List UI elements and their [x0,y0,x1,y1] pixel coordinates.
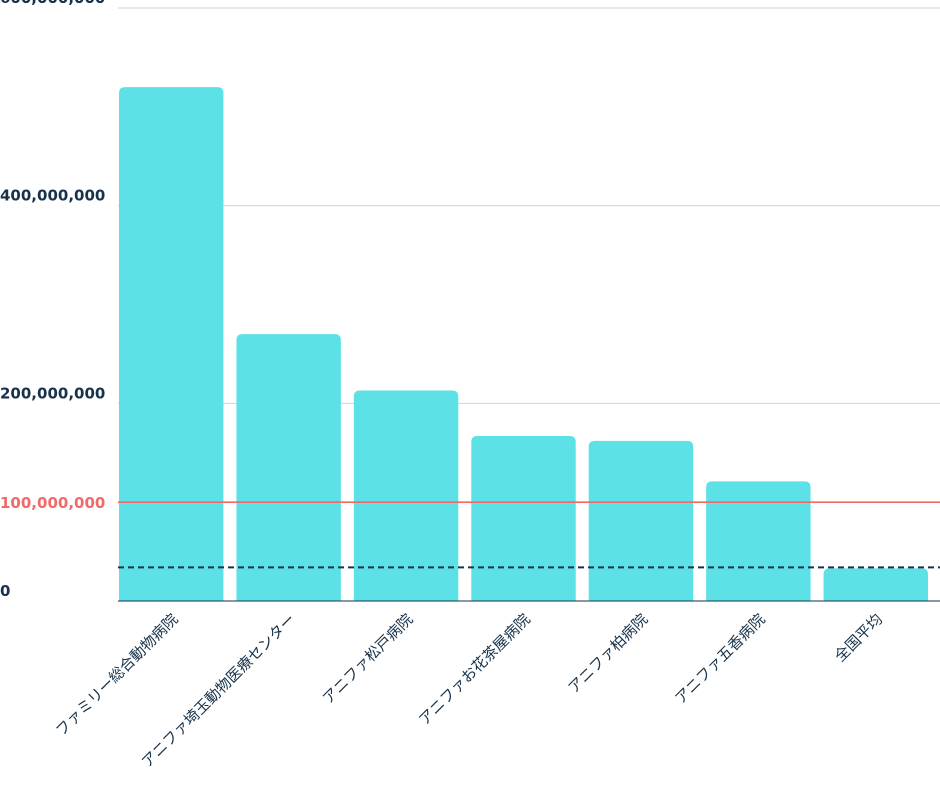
bar-6 [823,568,928,601]
bar-4 [588,440,694,601]
y-tick-label: 200,000,000 [0,384,105,402]
x-tick-label: ファミリー総合動物病院 [52,610,181,739]
x-tick-label: アニファお花茶屋病院 [415,610,534,729]
reference-lines [118,501,940,569]
y-tick-label: 400,000,000 [0,187,105,205]
x-tick-label: アニファ松戸病院 [319,610,416,707]
bar-2 [353,390,459,601]
bar-3 [471,435,576,601]
bar-1 [236,334,341,601]
bars [119,87,928,602]
x-tick-label: 全国平均 [831,610,886,665]
y-tick-label: 0 [0,582,10,600]
y-tick-label: 600,000,000 [0,0,105,7]
bar-5 [706,481,811,601]
bar-0 [119,87,224,602]
reference-line-label: 100,000,000 [0,494,105,512]
x-tick-label: アニファ五香病院 [671,610,768,707]
x-tick-label: アニファ柏病院 [564,610,651,697]
